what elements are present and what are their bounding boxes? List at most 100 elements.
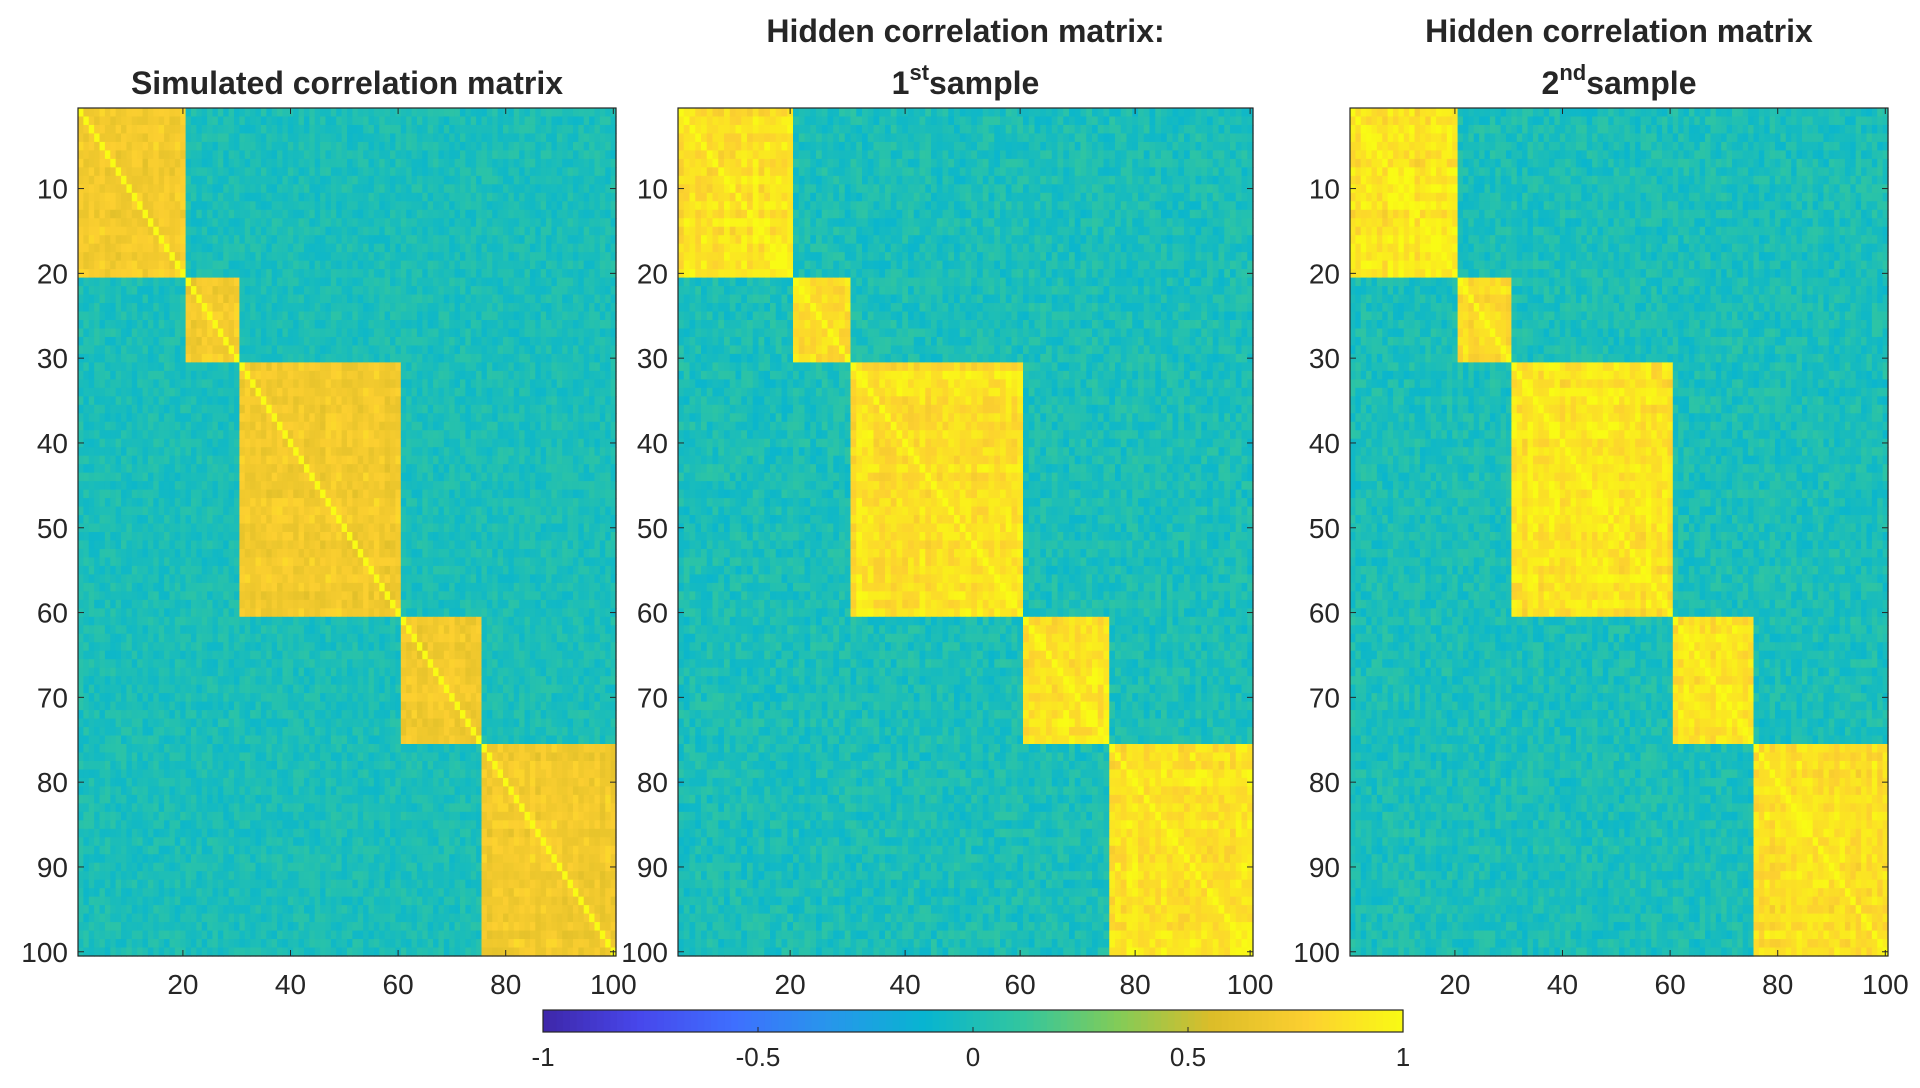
heatmap-cell: [202, 150, 208, 159]
heatmap-cell: [132, 142, 138, 151]
heatmap-cell: [223, 184, 229, 193]
heatmap-cell: [535, 218, 541, 227]
heatmap-cell: [417, 133, 423, 142]
heatmap-cell: [239, 116, 245, 125]
heatmap-cell: [234, 133, 240, 142]
heatmap-cell: [266, 116, 272, 125]
heatmap-cell: [315, 133, 321, 142]
heatmap-cell: [126, 133, 132, 142]
heatmap-cell: [116, 176, 122, 185]
heatmap-cell: [180, 193, 186, 202]
heatmap-cell: [412, 116, 418, 125]
heatmap-cell: [94, 176, 100, 185]
heatmap-cell: [471, 150, 477, 159]
heatmap-cell: [562, 218, 568, 227]
heatmap-cell: [487, 125, 493, 134]
heatmap-cell: [530, 218, 536, 227]
heatmap-cell: [444, 108, 450, 117]
heatmap-cell: [207, 193, 213, 202]
heatmap-cell: [78, 133, 84, 142]
heatmap-cell: [143, 159, 149, 168]
heatmap-cell: [557, 116, 563, 125]
heatmap-cell: [299, 108, 305, 117]
heatmap-cell: [385, 210, 391, 219]
heatmap-cell: [422, 133, 428, 142]
heatmap-cell: [465, 201, 471, 210]
heatmap-cell: [132, 201, 138, 210]
heatmap-cell: [417, 218, 423, 227]
heatmap-cell: [299, 159, 305, 168]
heatmap-cell: [347, 108, 353, 117]
heatmap-cell: [213, 210, 219, 219]
heatmap-cell: [266, 142, 272, 151]
heatmap-cell: [159, 150, 165, 159]
heatmap-cell: [589, 201, 595, 210]
heatmap-cell: [132, 167, 138, 176]
heatmap-cell: [116, 108, 122, 117]
heatmap-cell: [336, 108, 342, 117]
heatmap-cell: [589, 116, 595, 125]
heatmap-cell: [465, 150, 471, 159]
heatmap-cell: [476, 125, 482, 134]
heatmap-cell: [390, 167, 396, 176]
heatmap-cell: [406, 108, 412, 117]
heatmap-cell: [83, 142, 89, 151]
heatmap-cell: [229, 176, 235, 185]
heatmap-cell: [605, 150, 611, 159]
heatmap-cell: [594, 150, 600, 159]
heatmap-cell: [578, 116, 584, 125]
heatmap-cell: [482, 184, 488, 193]
heatmap-cell: [180, 210, 186, 219]
heatmap-cell: [568, 193, 574, 202]
heatmap-cell: [519, 184, 525, 193]
heatmap-cell: [78, 150, 84, 159]
heatmap-cell: [78, 159, 84, 168]
heatmap-cell: [245, 193, 251, 202]
heatmap-cell: [169, 201, 175, 210]
heatmap-cell: [406, 210, 412, 219]
heatmap-cell: [250, 193, 256, 202]
heatmap-cell: [352, 184, 358, 193]
heatmap-cell: [584, 201, 590, 210]
heatmap-cell: [325, 218, 331, 227]
heatmap-cell: [449, 150, 455, 159]
heatmap-cell: [594, 159, 600, 168]
heatmap-cell: [207, 150, 213, 159]
heatmap-cell: [379, 108, 385, 117]
heatmap-cell: [137, 210, 143, 219]
heatmap-cell: [471, 125, 477, 134]
heatmap-cell: [401, 159, 407, 168]
heatmap-cell: [234, 176, 240, 185]
heatmap-cell: [277, 142, 283, 151]
heatmap-cell: [331, 159, 337, 168]
heatmap-cell: [433, 176, 439, 185]
heatmap-cell: [153, 167, 159, 176]
heatmap-cell: [175, 201, 181, 210]
heatmap-cell: [83, 133, 89, 142]
heatmap-cell: [159, 125, 165, 134]
heatmap-cell: [455, 218, 461, 227]
heatmap-cell: [218, 193, 224, 202]
heatmap-cell: [143, 218, 149, 227]
heatmap-cell: [600, 150, 606, 159]
heatmap-cell: [385, 176, 391, 185]
heatmap-cell: [250, 108, 256, 117]
heatmap-cell: [422, 159, 428, 168]
heatmap-cell: [169, 167, 175, 176]
heatmap-cell: [234, 201, 240, 210]
heatmap-cell: [535, 108, 541, 117]
heatmap-cell: [116, 116, 122, 125]
heatmap-cell: [487, 150, 493, 159]
heatmap-cell: [412, 167, 418, 176]
heatmap-cell: [196, 210, 202, 219]
heatmap-cell: [148, 193, 154, 202]
heatmap-cell: [374, 142, 380, 151]
heatmap-cell: [460, 184, 466, 193]
heatmap-cell: [245, 159, 251, 168]
heatmap-cell: [105, 150, 111, 159]
heatmap-cell: [476, 193, 482, 202]
heatmap-cell: [164, 108, 170, 117]
heatmap-cell: [562, 184, 568, 193]
heatmap-cell: [325, 201, 331, 210]
heatmap-cell: [293, 142, 299, 151]
